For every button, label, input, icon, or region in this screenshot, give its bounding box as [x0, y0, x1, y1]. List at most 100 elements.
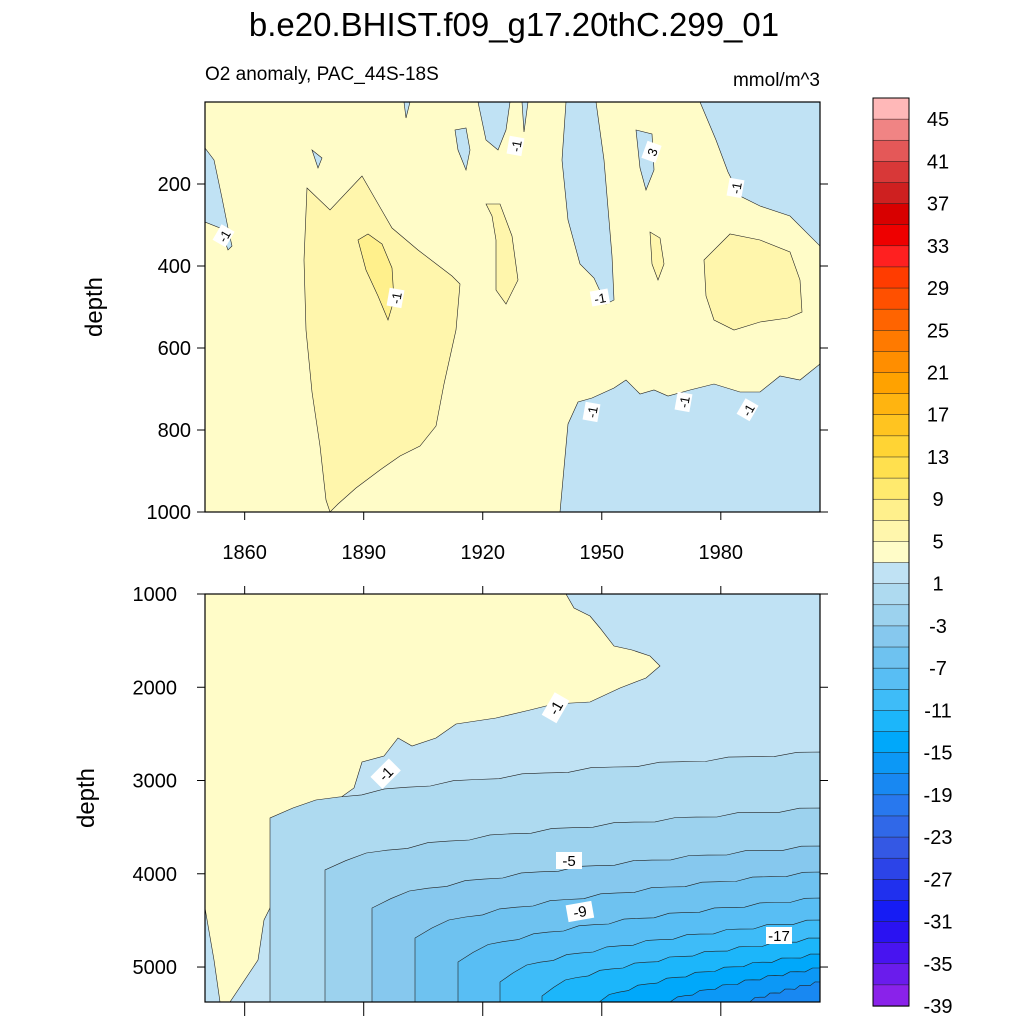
y-tick-label: 1000 — [147, 502, 192, 524]
colorbar-swatch — [872, 245, 910, 268]
colorbar-swatch — [872, 836, 910, 859]
colorbar-swatch — [872, 731, 910, 754]
contour-label-text: -1 — [676, 395, 693, 409]
colorbar-label: 17 — [927, 405, 949, 427]
contour-label-text: -5 — [562, 853, 575, 870]
upper-contours — [205, 102, 820, 512]
colorbar-label: 37 — [927, 194, 949, 216]
y-tick-label: 2000 — [133, 677, 178, 699]
colorbar-swatch — [872, 583, 910, 606]
contour-label-text: 3 — [644, 146, 661, 158]
contour-label-bg — [212, 224, 235, 248]
colorbar-swatch — [872, 97, 910, 120]
contour-region — [311, 149, 323, 169]
x-tick-label: 1950 — [580, 542, 625, 564]
colorbar-swatch — [872, 625, 910, 648]
colorbar-swatch — [872, 541, 910, 564]
chart-units: mmol/m^3 — [733, 70, 820, 91]
contour-label: -1 — [212, 224, 235, 248]
colorbar-swatch — [872, 224, 910, 247]
contour-label: -5 — [556, 852, 582, 870]
colorbar-swatch — [872, 435, 910, 458]
colorbar-swatch — [872, 963, 910, 986]
chart-title: b.e20.BHIST.f09_g17.20thC.299_01 — [249, 6, 779, 43]
contour-label-bg — [674, 391, 693, 413]
colorbar-swatch — [872, 794, 910, 817]
colorbar-swatch — [872, 604, 910, 627]
contour-region — [649, 231, 665, 281]
x-tick-label: 1860 — [222, 542, 267, 564]
colorbar-swatch — [872, 330, 910, 353]
x-tick-label: 1980 — [699, 542, 744, 564]
y-tick-label: 1000 — [133, 584, 178, 606]
colorbar-label: -23 — [924, 827, 953, 849]
colorbar-label: 33 — [927, 236, 949, 258]
contour-label: -9 — [565, 900, 595, 923]
y-tick-label: 3000 — [133, 771, 178, 793]
colorbar-swatch — [872, 372, 910, 395]
x-tick-label: 1890 — [341, 542, 386, 564]
colorbar-label: 21 — [927, 363, 949, 385]
lower-frame — [204, 593, 821, 1003]
colorbar-swatch — [872, 393, 910, 416]
colorbar-swatch — [872, 646, 910, 669]
colorbar-swatch — [872, 161, 910, 184]
contour-label: -1 — [370, 758, 401, 789]
colorbar-swatch — [872, 139, 910, 162]
lower-panel: 1000 2000 3000 4000 5000 depth -1 -1 -5 -9 -17 — [73, 584, 828, 1016]
colorbar-swatch — [872, 900, 910, 923]
colorbar-label: -11 — [924, 700, 951, 722]
lower-contours — [205, 594, 820, 1002]
colorbar: 45 41 37 33 29 25 21 17 13 9 5 1 -3 -7 -11 -15 -19 -23 -27… — [872, 97, 953, 1018]
colorbar-swatch — [872, 689, 910, 712]
contour-region — [403, 102, 411, 119]
colorbar-swatch — [872, 879, 910, 902]
colorbar-label: 25 — [927, 320, 949, 342]
colorbar-label: 5 — [932, 531, 943, 553]
colorbar-swatch — [872, 667, 910, 690]
contour-label: -1 — [736, 398, 759, 422]
contour-label: -1 — [674, 391, 693, 413]
contour-label-bg — [370, 758, 401, 789]
contour-region — [521, 102, 529, 133]
contour-label-bg — [582, 401, 601, 423]
y-tick-label: 200 — [158, 174, 191, 196]
colorbar-swatch — [872, 857, 910, 880]
contour-region — [699, 102, 820, 247]
colorbar-label: 41 — [927, 151, 949, 173]
y-axis-label: depth — [81, 277, 108, 337]
contour-label: -1 — [541, 692, 570, 724]
colorbar-label: -3 — [929, 616, 947, 638]
contour-region — [205, 147, 233, 251]
contour-label-bg — [565, 900, 595, 923]
colorbar-label: -35 — [924, 954, 953, 976]
contour-band — [700, 981, 820, 1002]
chart-subtitle: O2 anomaly, PAC_44S-18S — [205, 64, 439, 85]
colorbar-swatch — [872, 752, 910, 775]
colorbar-swatch — [872, 477, 910, 500]
contour-region — [454, 127, 471, 172]
contour-label-bg — [556, 852, 582, 869]
colorbar-label: 13 — [927, 447, 949, 469]
contour-label: -1 — [589, 288, 611, 307]
colorbar-swatch — [872, 182, 910, 205]
upper-frame — [204, 101, 821, 513]
y-tick-label: 5000 — [133, 957, 178, 979]
contour-label-bg — [589, 288, 611, 307]
colorbar-swatch — [872, 203, 910, 226]
colorbar-swatch — [872, 520, 910, 543]
contour-label-bg — [506, 135, 525, 157]
contour-region — [303, 175, 461, 512]
contour-region — [477, 102, 511, 151]
contour-label-bg — [541, 692, 570, 724]
contour-label-bg — [726, 177, 745, 199]
y-tick-label: 600 — [158, 338, 191, 360]
contour-label: -1 — [726, 177, 745, 199]
colorbar-swatch — [872, 287, 910, 310]
colorbar-swatch — [872, 266, 910, 289]
y-tick-label: 4000 — [133, 864, 178, 886]
y-tick-label: 800 — [158, 420, 191, 442]
colorbar-swatch — [872, 118, 910, 141]
contour-region — [205, 907, 221, 1002]
contour-label: -1 — [386, 287, 405, 309]
